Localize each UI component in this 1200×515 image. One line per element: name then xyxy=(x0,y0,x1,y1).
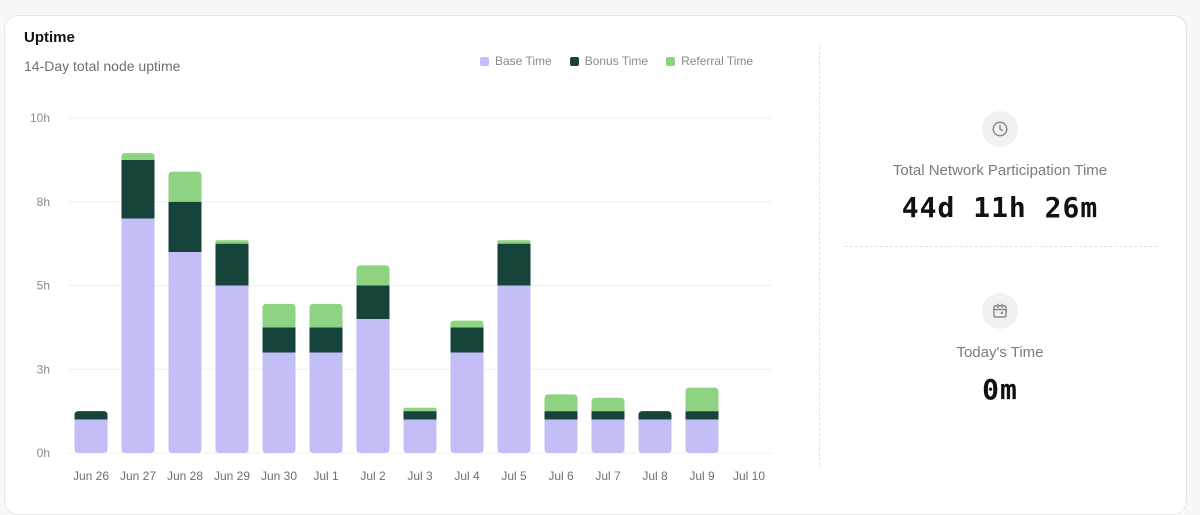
bar-bonus-time xyxy=(450,327,484,353)
bar-base-time xyxy=(74,419,108,453)
todays-time-value: 0m xyxy=(982,373,1018,406)
legend-swatch-referral-time xyxy=(666,56,676,66)
x-tick-label: Jul 8 xyxy=(642,469,668,483)
bar-base-time xyxy=(685,419,719,453)
bar-bonus-time xyxy=(638,411,672,420)
y-tick-label: 10h xyxy=(30,111,50,125)
bar-bonus-time xyxy=(309,327,343,353)
stats-divider xyxy=(845,246,1157,247)
x-tick-label: Jul 5 xyxy=(501,469,527,483)
x-tick-label: Jul 10 xyxy=(733,469,765,483)
bar-referral-time xyxy=(591,397,625,412)
bar-bonus-time xyxy=(544,411,578,420)
bar-base-time xyxy=(450,352,484,453)
bar-base-time xyxy=(497,285,531,453)
bar-base-time xyxy=(262,352,296,453)
x-tick-label: Jul 3 xyxy=(407,469,433,483)
legend-label-base-time: Base Time xyxy=(495,54,552,68)
total-participation-stat: Total Network Participation Time 44d 11h… xyxy=(830,111,1170,224)
bar-bonus-time xyxy=(591,411,625,420)
bar-base-time xyxy=(591,419,625,453)
bar-bonus-time xyxy=(403,411,437,420)
bar-base-time xyxy=(309,352,343,453)
legend-item-bonus-time[interactable]: Bonus Time xyxy=(569,54,649,68)
x-tick-label: Jun 27 xyxy=(120,469,156,483)
x-tick-label: Jun 29 xyxy=(214,469,250,483)
todays-time-label: Today's Time xyxy=(956,344,1044,361)
uptime-bar-chart: 0h 3h 5h 8h 10h Jun 26 Jun 27 Jun 28 Jun 29 Jun 3… xyxy=(30,111,772,483)
x-tick-label: Jul 1 xyxy=(313,469,339,483)
bar-base-time xyxy=(638,419,672,453)
bar-referral-time xyxy=(497,240,531,244)
x-tick-label: Jul 6 xyxy=(548,469,574,483)
card-title: Uptime xyxy=(24,29,75,46)
bar-base-time xyxy=(544,419,578,453)
legend-item-referral-time[interactable]: Referral Time xyxy=(666,54,753,68)
bar-bonus-time xyxy=(74,411,108,420)
bar-referral-time xyxy=(450,320,484,328)
bar-referral-time xyxy=(685,387,719,412)
bar-referral-time xyxy=(403,407,437,412)
legend-swatch-base-time xyxy=(480,56,489,66)
total-participation-label: Total Network Participation Time xyxy=(892,162,1108,179)
legend-swatch-bonus-time xyxy=(569,56,579,66)
bar-bonus-time xyxy=(121,159,155,219)
x-tick-label: Jul 2 xyxy=(360,469,386,483)
chart-legend: Base Time Bonus Time Referral Time xyxy=(480,53,753,69)
card-subtitle: 14-Day total node uptime xyxy=(24,58,181,74)
calendar-icon xyxy=(982,293,1018,329)
legend-label-bonus-time: Bonus Time xyxy=(584,54,649,68)
x-tick-label: Jul 7 xyxy=(595,469,621,483)
legend-label-referral-time: Referral Time xyxy=(681,54,754,68)
y-tick-label: 5h xyxy=(37,279,50,293)
panel-divider xyxy=(819,46,820,466)
bar-referral-time xyxy=(544,394,578,412)
bar-bonus-time xyxy=(685,411,719,420)
y-tick-label: 8h xyxy=(37,195,50,209)
bar-bonus-time xyxy=(215,243,249,286)
bar-base-time xyxy=(215,285,249,453)
bar-bonus-time xyxy=(262,327,296,353)
todays-time-stat: Today's Time 0m xyxy=(830,293,1170,406)
bar-referral-time xyxy=(215,240,249,244)
bar-referral-time xyxy=(356,265,390,286)
bar-base-time xyxy=(356,319,390,453)
x-tick-label: Jul 4 xyxy=(454,469,480,483)
bar-base-time xyxy=(168,252,202,453)
bar-referral-time xyxy=(262,303,296,328)
bar-referral-time xyxy=(121,153,155,160)
bar-referral-time xyxy=(309,303,343,328)
y-tick-label: 3h xyxy=(37,362,50,376)
bar-bonus-time xyxy=(497,243,531,286)
bar-bonus-time xyxy=(356,285,390,319)
y-tick-label: 0h xyxy=(37,446,50,460)
clock-icon xyxy=(982,111,1018,147)
bar-base-time xyxy=(403,419,437,453)
legend-item-base-time[interactable]: Base Time xyxy=(480,54,552,68)
x-tick-label: Jun 28 xyxy=(167,469,203,483)
total-participation-value: 44d 11h 26m xyxy=(901,191,1099,224)
bar-referral-time xyxy=(168,171,202,202)
bar-bonus-time xyxy=(168,201,202,252)
bar-base-time xyxy=(121,218,155,453)
x-tick-label: Jun 30 xyxy=(261,469,297,483)
x-tick-label: Jun 26 xyxy=(73,469,109,483)
x-tick-label: Jul 9 xyxy=(689,469,715,483)
